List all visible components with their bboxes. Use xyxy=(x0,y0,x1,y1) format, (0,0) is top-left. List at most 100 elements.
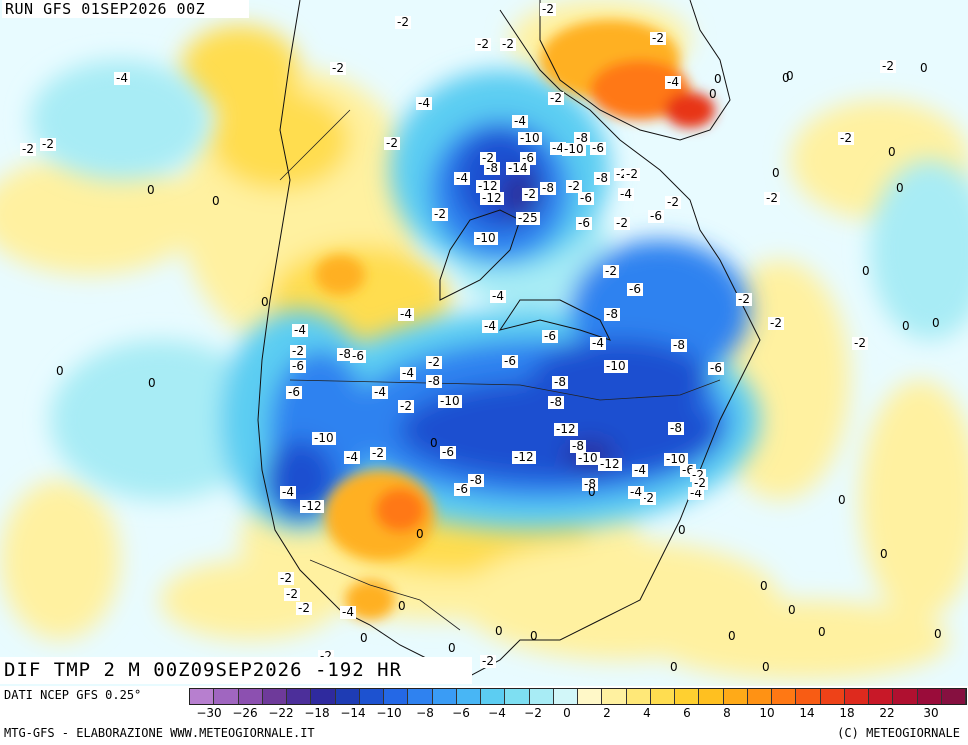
contour-label: -2 xyxy=(764,191,780,205)
legend-swatch xyxy=(626,689,651,704)
legend-swatch xyxy=(311,689,336,704)
contour-label: 0 xyxy=(862,264,870,278)
legend-tick-label: 4 xyxy=(643,706,651,720)
contour-label: 0 xyxy=(880,547,888,561)
strong-warm-layer xyxy=(315,20,715,620)
contour-label: 0 xyxy=(148,376,156,390)
legend-swatch xyxy=(335,689,360,704)
legend-swatch xyxy=(699,689,724,704)
legend-tick-label: −26 xyxy=(232,706,258,720)
contour-label: -8 xyxy=(668,421,684,435)
contour-label: 0 xyxy=(588,485,596,499)
contour-label: -2 xyxy=(384,136,400,150)
contour-label: -8 xyxy=(552,375,568,389)
legend-swatch xyxy=(869,689,894,704)
contour-label: 0 xyxy=(261,295,269,309)
contour-label: -25 xyxy=(516,211,540,225)
legend-tick-label: −10 xyxy=(376,706,402,720)
contour-label: 0 xyxy=(772,166,780,180)
contour-label: 0 xyxy=(448,641,456,655)
legend-swatch xyxy=(796,689,821,704)
contour-label: 0 xyxy=(430,436,438,450)
contour-label: 0 xyxy=(888,145,896,159)
contour-label: -2 xyxy=(20,142,36,156)
contour-label: -2 xyxy=(480,654,496,668)
contour-label: -8 xyxy=(574,131,590,145)
contour-label: -4 xyxy=(628,485,644,499)
contour-label: -10 xyxy=(518,131,542,145)
contour-label: -2 xyxy=(284,587,300,601)
contour-label: -10 xyxy=(562,142,586,156)
temperature-anomaly-map: RUN GFS 01SEP2026 00Z -2 -2 -2 -2 -4 -2 -2 -2 -4… xyxy=(0,0,968,686)
contour-label: -6 xyxy=(290,359,306,373)
contour-label: -4 xyxy=(340,605,356,619)
contour-label: 0 xyxy=(670,660,678,674)
contour-label: -2 xyxy=(370,446,386,460)
contour-label: -2 xyxy=(880,59,896,73)
contour-label: -10 xyxy=(312,431,336,445)
contour-label: -4 xyxy=(688,486,704,500)
legend-swatch xyxy=(481,689,506,704)
contour-label: 0 xyxy=(838,493,846,507)
contour-label: -8 xyxy=(582,477,598,491)
contour-label: -6 xyxy=(648,209,664,223)
contour-label: -4 xyxy=(490,289,506,303)
contour-label: -2 xyxy=(665,195,681,209)
contour-label: -2 xyxy=(278,571,294,585)
contour-label: -4 xyxy=(482,319,498,333)
contour-label: -6 xyxy=(576,216,592,230)
legend-swatch xyxy=(456,689,481,704)
contour-label: 0 xyxy=(818,625,826,639)
contour-label: -10 xyxy=(438,394,462,408)
contour-label: -4 xyxy=(400,366,416,380)
legend-swatch xyxy=(359,689,384,704)
borders xyxy=(279,109,721,631)
contour-label: -2 xyxy=(426,355,442,369)
legend-swatch xyxy=(941,689,966,704)
contour-label: 0 xyxy=(932,316,940,330)
contour-label: 0 xyxy=(416,527,424,541)
contour-label: -8 xyxy=(604,307,620,321)
source-credit: MTG-GFS - ELABORAZIONE WWW.METEOGIORNALE… xyxy=(4,726,315,740)
contour-label: -12 xyxy=(598,457,622,471)
contour-label: -6 xyxy=(350,349,366,363)
legend-swatch xyxy=(505,689,530,704)
contour-label: -2 xyxy=(603,264,619,278)
legend-tick-label: −8 xyxy=(416,706,434,720)
contour-label: -6 xyxy=(286,385,302,399)
contour-label: 0 xyxy=(782,71,790,85)
contour-label: -12 xyxy=(480,191,504,205)
legend-swatch xyxy=(287,689,312,704)
contour-label: -2 xyxy=(500,37,516,51)
contour-label: -4 xyxy=(344,450,360,464)
legend-tick-label: −6 xyxy=(452,706,470,720)
run-title: RUN GFS 01SEP2026 00Z xyxy=(2,0,250,18)
legend-swatch xyxy=(408,689,433,704)
contour-label: -10 xyxy=(664,452,688,466)
footer: DATI NCEP GFS 0.25° −30 −26 −22 −18 −14 −10 −8… xyxy=(0,686,968,745)
contour-label: -6 xyxy=(578,191,594,205)
contour-label: -2 xyxy=(40,137,56,151)
contour-label: -6 xyxy=(502,354,518,368)
contour-label: -2 xyxy=(614,216,630,230)
legend-swatch xyxy=(214,689,239,704)
legend-swatch xyxy=(529,689,554,704)
legend-swatch xyxy=(602,689,627,704)
contour-label: 0 xyxy=(786,69,794,83)
legend-swatch xyxy=(917,689,942,704)
contour-label: 0 xyxy=(56,364,64,378)
contour-label: -4 xyxy=(550,141,566,155)
contour-label: -8 xyxy=(570,439,586,453)
contour-label: -4 xyxy=(665,75,681,89)
contour-label: -12 xyxy=(300,499,324,513)
contour-label: 0 xyxy=(678,523,686,537)
legend-tick-label: 2 xyxy=(603,706,611,720)
contour-label: 0 xyxy=(896,181,904,195)
coastlines xyxy=(257,0,761,677)
legend-tick-label: −4 xyxy=(488,706,506,720)
legend-swatch xyxy=(893,689,918,704)
contour-label: -10 xyxy=(604,359,628,373)
legend-tick-label: 18 xyxy=(839,706,855,720)
contour-label: -6 xyxy=(454,482,470,496)
contour-label: -12 xyxy=(512,450,536,464)
